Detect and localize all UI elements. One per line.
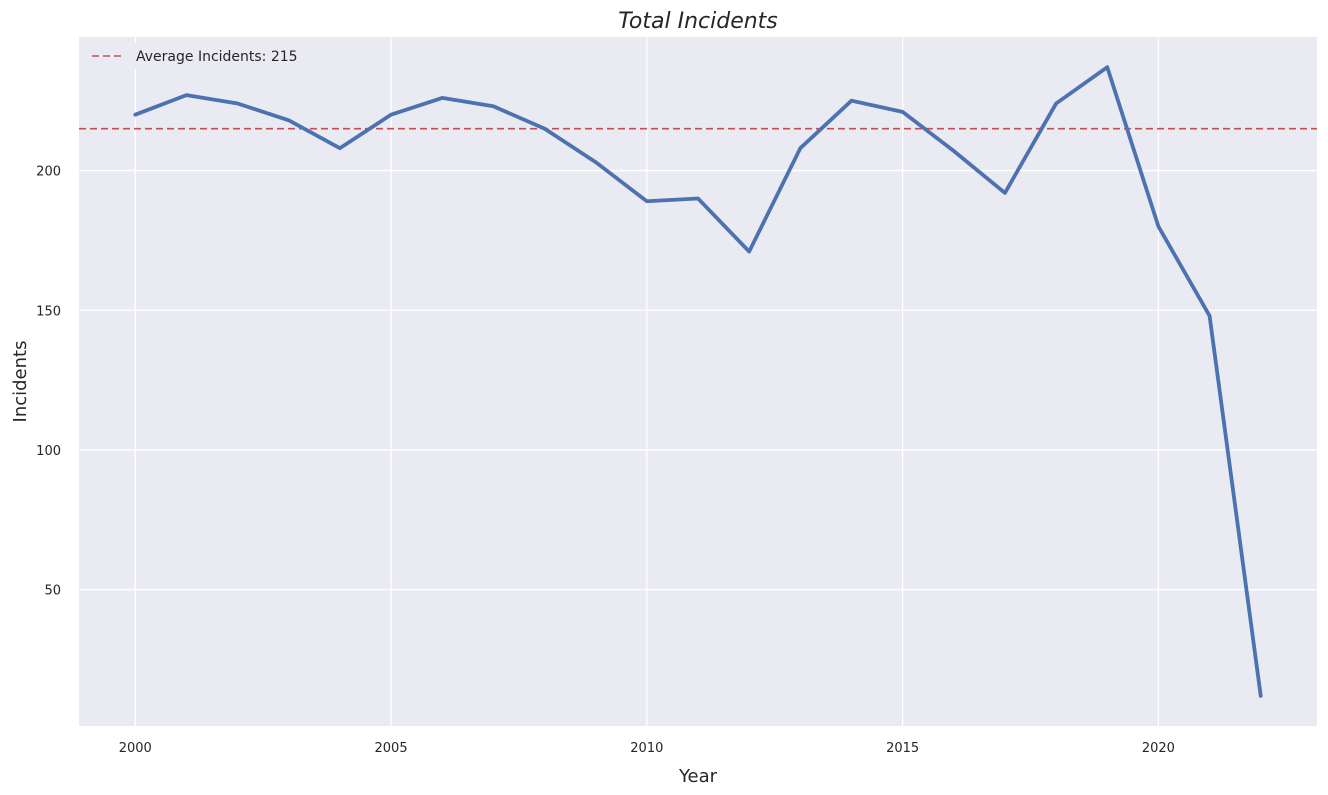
data-point [849,99,853,103]
x-axis-label: Year [678,766,718,787]
y-tick-label: 150 [36,304,61,319]
data-point [491,104,495,108]
data-point [1003,191,1007,195]
data-point [696,196,700,200]
data-point [287,118,291,122]
data-point [543,127,547,131]
x-tick-label: 2020 [1142,741,1175,756]
legend-label-average: Average Incidents: 215 [136,49,298,65]
data-point [236,101,240,105]
data-point [594,160,598,164]
legend: Average Incidents: 215 [84,43,302,69]
x-axis-ticks: 2000 2005 2010 2015 2020 [119,741,1175,756]
y-axis-label: Incidents [10,341,31,423]
data-point [133,113,137,117]
data-point [1156,224,1160,228]
grid-lines [79,37,1317,726]
legend-box [84,43,302,69]
series-group [133,65,1263,698]
data-point [1054,101,1058,105]
data-point [901,110,905,114]
data-point [747,250,751,254]
data-point [952,149,956,153]
y-tick-label: 200 [36,165,61,180]
chart-title: Total Incidents [618,9,778,34]
data-point [440,96,444,100]
data-point [1208,314,1212,318]
data-point [1259,694,1263,698]
y-tick-label: 50 [44,584,61,599]
y-axis-ticks: 50 100 150 200 [36,165,61,599]
data-point [184,93,188,97]
x-tick-label: 2010 [630,741,663,756]
x-tick-label: 2005 [375,741,408,756]
data-point [1105,65,1109,69]
y-tick-label: 100 [36,444,61,459]
data-point [798,146,802,150]
x-tick-label: 2015 [886,741,919,756]
data-point [389,113,393,117]
plot-area [79,37,1317,726]
data-point [645,199,649,203]
data-point [338,146,342,150]
x-tick-label: 2000 [119,741,152,756]
